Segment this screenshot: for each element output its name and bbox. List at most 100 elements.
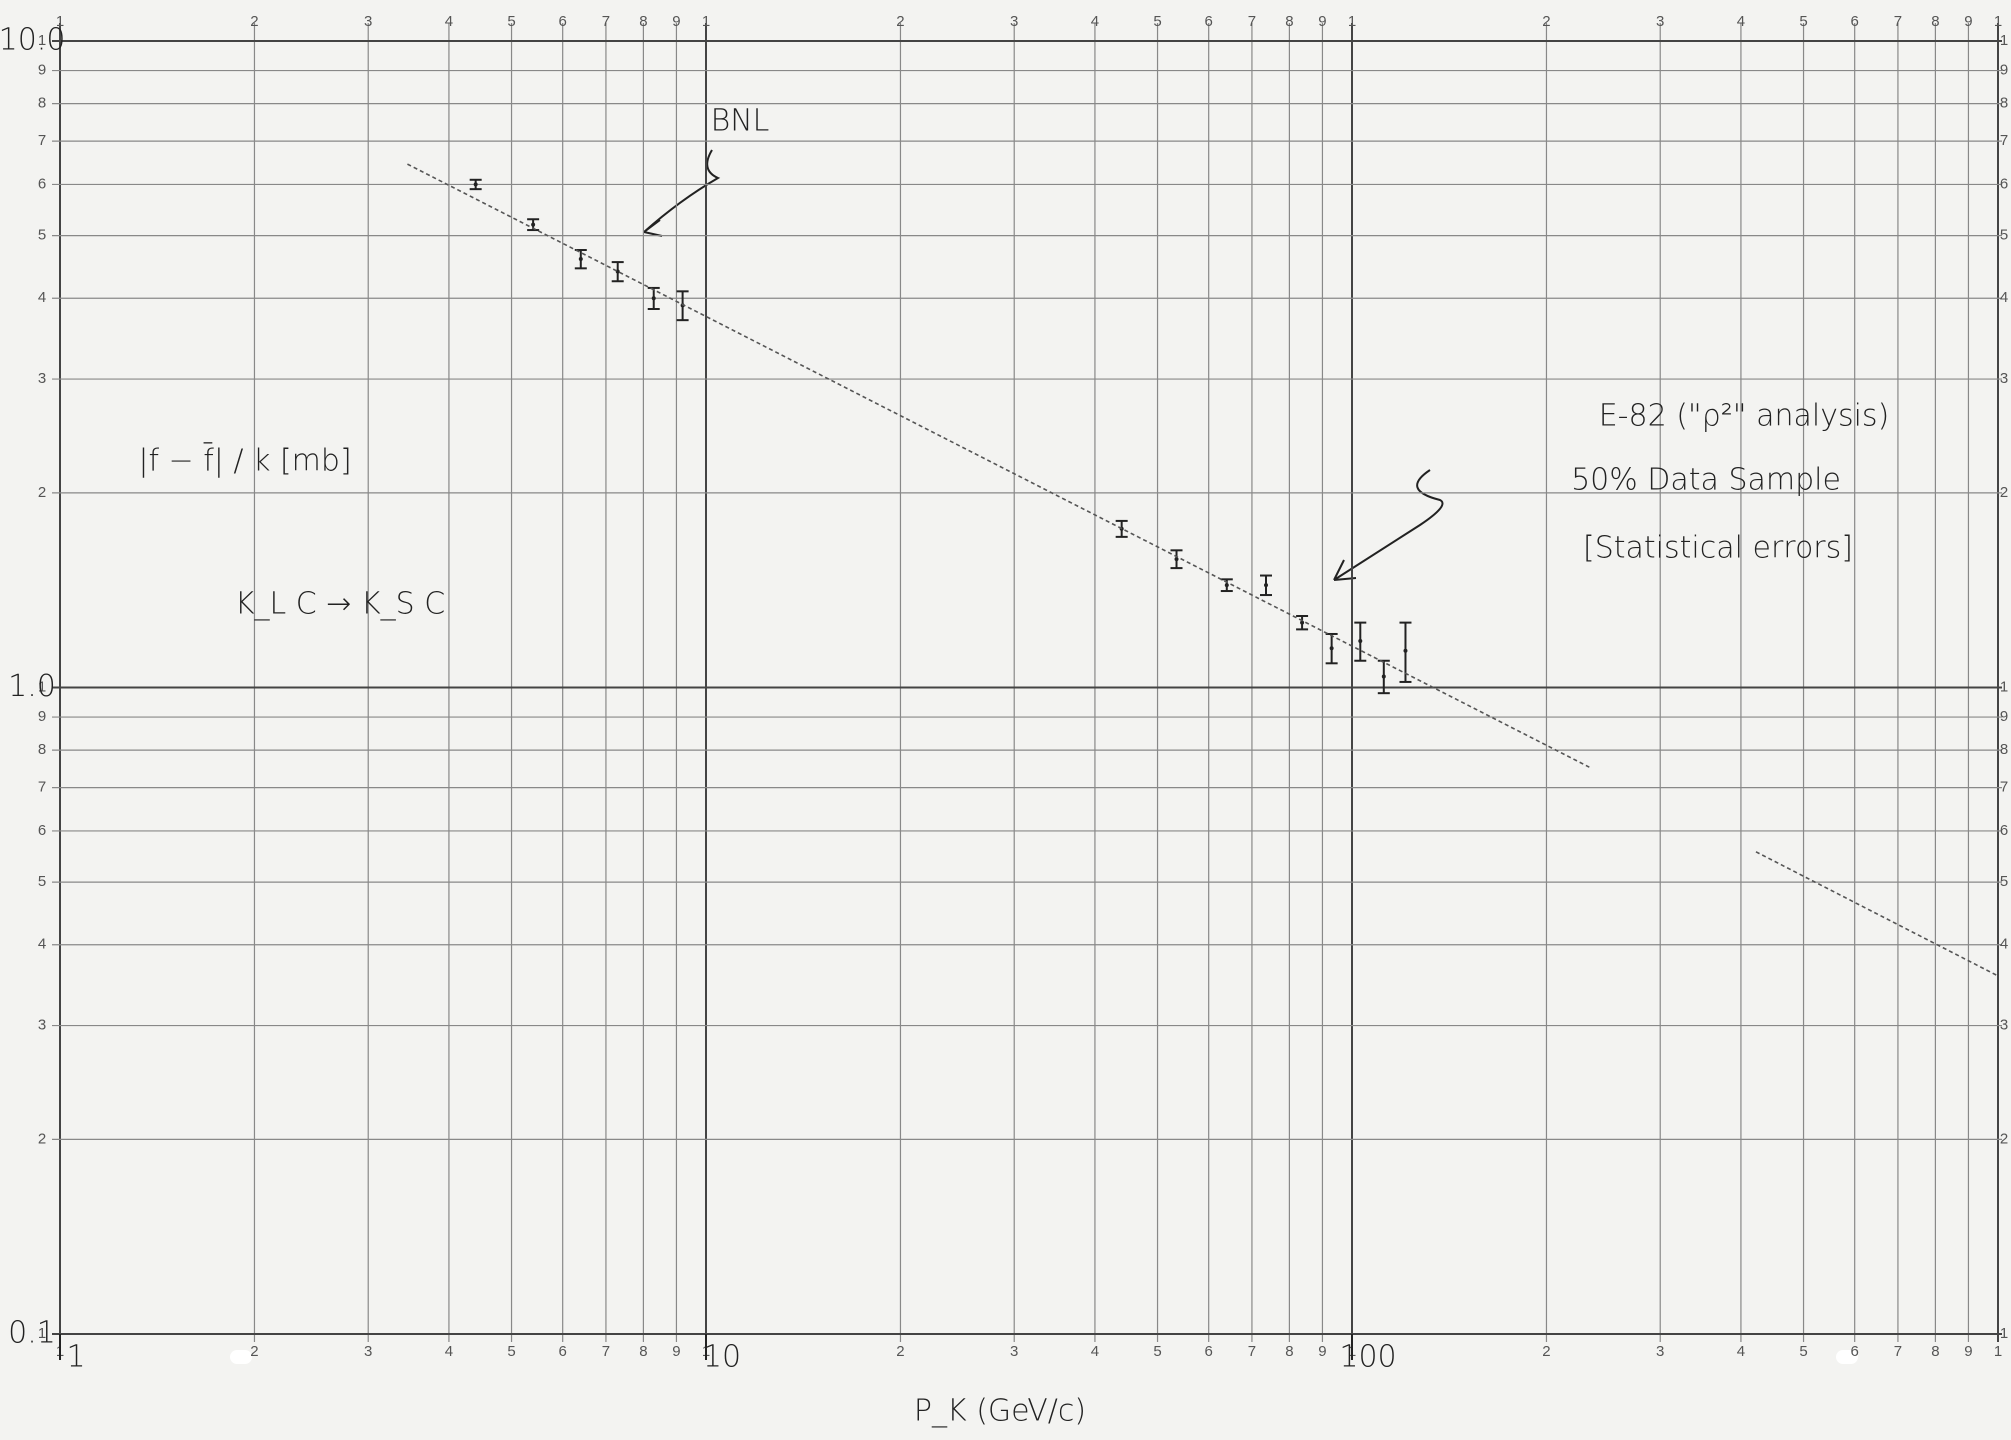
point	[473, 182, 478, 187]
paper-x-label: 9	[1964, 13, 1972, 30]
paper-y-label: 2	[2000, 484, 2008, 501]
paper-x-label: 5	[1799, 13, 1807, 30]
paper-y-label: 3	[38, 370, 46, 387]
paper-y-label: 5	[2000, 227, 2008, 244]
paper-x-label: 6	[1851, 1343, 1859, 1360]
paper-x-label: 6	[559, 1343, 567, 1360]
paper-x-label: 8	[1931, 1343, 1939, 1360]
x-tick-label: 10	[703, 1340, 741, 1375]
x-tick-label: 100	[1339, 1340, 1396, 1375]
paper-x-label: 7	[1248, 1343, 1256, 1360]
paper-y-label: 6	[38, 822, 46, 839]
paper-y-label: 5	[2000, 873, 2008, 890]
point	[651, 296, 656, 301]
paper-y-label: 4	[2000, 936, 2008, 953]
annotation: E-82 ("ρ²" analysis)	[1599, 399, 1890, 434]
paper-x-label: 4	[445, 13, 453, 30]
paper-y-label: 2	[38, 1130, 46, 1147]
annotation: [Statistical errors]	[1583, 531, 1853, 566]
paper-x-label: 3	[364, 13, 372, 30]
paper-x-label: 6	[559, 13, 567, 30]
paper-y-label: 8	[38, 95, 46, 112]
paper-x-label: 1	[702, 13, 710, 30]
annotation: 50% Data Sample	[1571, 463, 1841, 498]
paper-x-label: 2	[896, 1343, 904, 1360]
paper-y-label: 9	[2000, 62, 2008, 79]
paper-y-label: 6	[2000, 822, 2008, 839]
paper-y-label: 2	[2000, 1130, 2008, 1147]
paper-x-label: 7	[602, 13, 610, 30]
paper-y-label: 5	[38, 227, 46, 244]
x-axis-label: P_K (GeV/c)	[914, 1394, 1086, 1429]
paper-x-label: 8	[1285, 1343, 1293, 1360]
point	[1264, 583, 1269, 588]
paper-y-label: 9	[38, 62, 46, 79]
paper-x-label: 8	[639, 1343, 647, 1360]
paper-y-label: 4	[38, 936, 46, 953]
paper-x-label: 9	[1318, 1343, 1326, 1360]
paper-y-label: 6	[38, 175, 46, 192]
paper-x-label: 8	[1931, 13, 1939, 30]
paper-x-label: 4	[1091, 1343, 1099, 1360]
punch-hole	[230, 1350, 252, 1364]
point	[1300, 620, 1305, 625]
paper-y-label: 9	[2000, 708, 2008, 725]
paper-x-label: 7	[1248, 13, 1256, 30]
paper-x-label: 5	[1153, 13, 1161, 30]
paper-x-label: 7	[1894, 1343, 1902, 1360]
paper-x-label: 8	[639, 13, 647, 30]
paper-x-label: 9	[672, 1343, 680, 1360]
paper-x-label: 1	[1348, 13, 1356, 30]
point	[1381, 674, 1386, 679]
paper-x-label: 2	[896, 13, 904, 30]
paper-y-label: 3	[2000, 1017, 2008, 1034]
paper-x-label: 1	[1994, 1343, 2002, 1360]
paper-y-label: 7	[2000, 779, 2008, 796]
paper-y-label: 4	[38, 289, 46, 306]
paper-y-label: 1	[38, 678, 46, 695]
paper-y-label: 3	[2000, 370, 2008, 387]
paper-x-label: 3	[1010, 13, 1018, 30]
paper-x-label: 1	[1994, 13, 2002, 30]
paper-y-label: 1	[2000, 1325, 2008, 1342]
paper-x-label: 5	[1153, 1343, 1161, 1360]
paper-y-label: 1	[2000, 32, 2008, 49]
point	[1329, 646, 1334, 651]
paper-y-label: 8	[38, 741, 46, 758]
paper-y-label: 9	[38, 708, 46, 725]
paper-y-label: 1	[2000, 678, 2008, 695]
paper-x-label: 6	[1205, 1343, 1213, 1360]
punch-hole	[1836, 1350, 1858, 1364]
paper-y-label: 7	[38, 132, 46, 149]
paper-x-label: 7	[602, 1343, 610, 1360]
paper-y-label: 5	[38, 873, 46, 890]
paper-x-label: 5	[1799, 1343, 1807, 1360]
paper-y-label: 3	[38, 1017, 46, 1034]
paper-x-label: 3	[1656, 1343, 1664, 1360]
paper-x-label: 6	[1851, 13, 1859, 30]
paper-x-label: 3	[364, 1343, 372, 1360]
paper-x-label: 4	[1737, 1343, 1745, 1360]
paper-y-label: 7	[2000, 132, 2008, 149]
paper-y-label: 6	[2000, 175, 2008, 192]
y-axis-label: |f − f̄| / k [mb]	[138, 441, 351, 478]
point	[531, 222, 536, 227]
paper-x-label: 2	[250, 1343, 258, 1360]
y-tick-label: 0.1	[8, 1316, 56, 1351]
paper-x-label: 8	[1285, 13, 1293, 30]
y-tick-label: 1.0	[8, 669, 56, 704]
x-tick-label: 1	[66, 1340, 85, 1375]
paper-y-label: 2	[38, 484, 46, 501]
y-tick-label: 10.0	[0, 23, 65, 58]
point	[578, 257, 583, 262]
paper-x-label: 7	[1894, 13, 1902, 30]
paper-y-label: 8	[2000, 741, 2008, 758]
point	[1224, 583, 1229, 588]
fit-line	[1755, 851, 1999, 977]
annotation: BNL	[711, 104, 770, 139]
paper-x-label: 4	[1091, 13, 1099, 30]
paper-x-label: 6	[1205, 13, 1213, 30]
paper-x-label: 4	[445, 1343, 453, 1360]
